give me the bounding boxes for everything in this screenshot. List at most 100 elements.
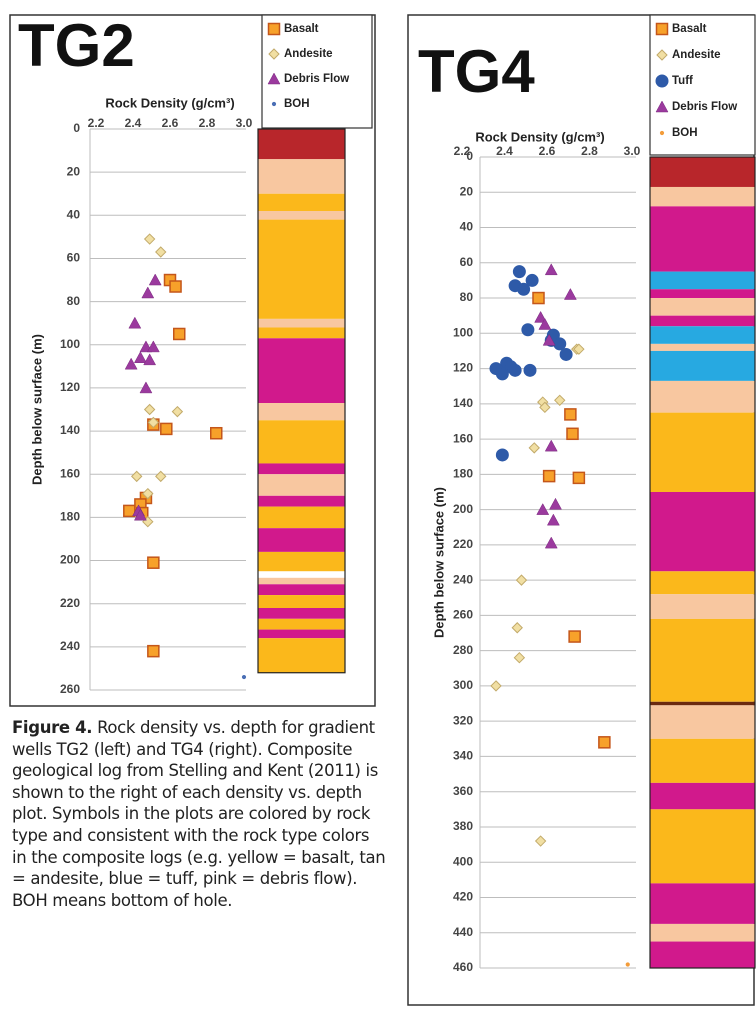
legend-label: Tuff: [672, 75, 693, 87]
log-layer: [258, 463, 345, 475]
data-point: [534, 310, 548, 323]
log-frame: [649, 156, 756, 969]
data-point: [128, 316, 142, 329]
legend-box: [261, 14, 373, 129]
data-point: [554, 394, 566, 407]
data-point: [563, 287, 577, 300]
y-tick-label: 460: [453, 960, 473, 974]
y-tick-label: 0: [466, 149, 473, 163]
data-point: [542, 333, 556, 346]
y-tick-label: 320: [453, 713, 473, 727]
data-point: [123, 504, 136, 518]
legend-marker: [656, 49, 668, 61]
log-layer: [650, 315, 755, 327]
y-tick-label: 200: [60, 553, 80, 567]
log-layer: [258, 219, 345, 319]
y-tick-label: 0: [73, 121, 80, 135]
legend-marker: [659, 130, 665, 136]
data-point: [124, 357, 138, 370]
legend-label: BOH: [672, 127, 698, 139]
data-point: [528, 442, 540, 454]
y-tick-label: 80: [67, 294, 81, 308]
x-tick-label: 2.6: [539, 144, 556, 158]
y-tick-label: 380: [453, 819, 473, 833]
log-layer: [258, 506, 345, 529]
x-axis-label: Rock Density (g/cm³): [105, 95, 234, 110]
data-point: [508, 363, 522, 377]
y-tick-label: 260: [453, 608, 473, 622]
y-tick-label: 260: [60, 682, 80, 696]
data-point: [512, 265, 526, 279]
data-point: [495, 448, 509, 462]
x-axis-label: Rock Density (g/cm³): [475, 129, 604, 144]
y-tick-label: 160: [453, 431, 473, 445]
y-tick-label: 420: [453, 890, 473, 904]
data-point: [146, 340, 160, 353]
data-point: [573, 343, 585, 355]
log-layer: [258, 129, 345, 160]
panel-frame: [9, 14, 376, 707]
data-point: [544, 263, 558, 276]
data-point: [210, 426, 223, 440]
data-point: [515, 574, 528, 586]
log-layer: [650, 157, 755, 187]
y-tick-label: 100: [453, 325, 473, 339]
data-point: [544, 439, 558, 452]
log-layer: [650, 326, 755, 344]
log-layer: [650, 186, 755, 207]
legend-label: Debris Flow: [672, 101, 737, 113]
legend-marker: [267, 22, 281, 36]
data-point: [534, 835, 547, 847]
log-layer: [650, 923, 755, 942]
data-point: [155, 246, 167, 258]
log-layer: [258, 403, 345, 421]
log-layer: [650, 738, 755, 783]
chart-title: TG4: [418, 38, 535, 105]
y-tick-label: 40: [460, 220, 474, 234]
legend-marker: [655, 74, 669, 88]
log-layer: [650, 705, 755, 739]
y-tick-label: 220: [453, 537, 473, 551]
log-layer: [258, 551, 345, 572]
y-tick-label: 240: [60, 639, 80, 653]
log-layer: [258, 210, 345, 220]
log-layer: [650, 412, 755, 492]
y-axis-label: Depth below surface (m): [431, 487, 446, 638]
log-layer: [650, 271, 755, 290]
y-tick-label: 240: [453, 572, 473, 586]
data-point: [241, 674, 247, 680]
data-point: [521, 323, 535, 337]
caption-label: Figure 4.: [12, 718, 93, 737]
log-layer: [650, 594, 755, 619]
data-point: [160, 422, 173, 436]
data-point: [559, 347, 573, 361]
y-tick-label: 60: [460, 255, 474, 269]
legend-label: Andesite: [284, 48, 333, 60]
data-point: [130, 470, 143, 483]
data-point: [511, 622, 523, 634]
y-tick-label: 360: [453, 784, 473, 798]
data-point: [513, 651, 526, 664]
chart-title: TG2: [18, 12, 135, 79]
data-point: [568, 630, 581, 643]
log-layer: [258, 495, 345, 507]
data-point: [133, 508, 147, 521]
legend-label: Debris Flow: [284, 73, 349, 85]
log-layer: [258, 577, 345, 585]
data-point: [148, 273, 162, 286]
x-tick-label: 2.8: [581, 144, 598, 158]
data-point: [171, 405, 184, 418]
x-tick-label: 2.4: [125, 116, 142, 130]
log-layer: [258, 618, 345, 630]
y-tick-label: 80: [460, 290, 474, 304]
data-point: [147, 644, 160, 658]
log-layer: [258, 629, 345, 639]
y-tick-label: 100: [60, 337, 80, 351]
data-point: [147, 416, 160, 429]
log-layer: [650, 618, 755, 702]
data-point: [523, 363, 537, 377]
x-tick-label: 3.0: [236, 116, 253, 130]
log-layer: [650, 491, 755, 572]
log-layer: [258, 638, 345, 673]
